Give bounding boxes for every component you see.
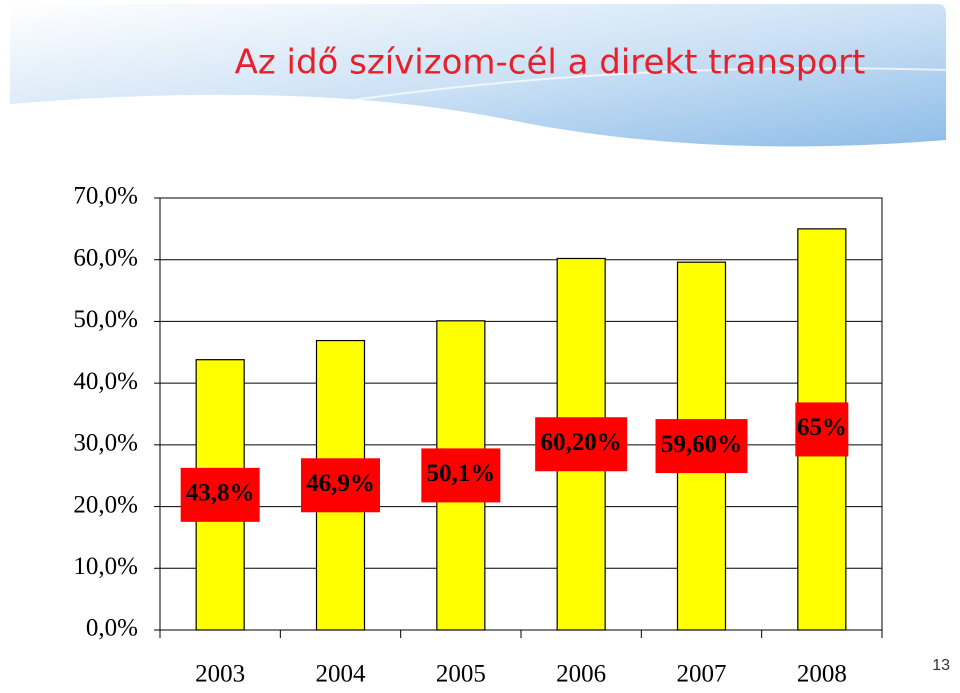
- value-label-box: [535, 417, 628, 472]
- page-number: 13: [932, 657, 950, 674]
- y-tick-label: 30,0%: [73, 430, 138, 457]
- x-tick-label: 2008: [797, 661, 847, 688]
- value-label: 46,9%: [306, 470, 375, 497]
- value-label-box: [301, 458, 380, 513]
- header-wave: [299, 67, 947, 109]
- y-tick-label: 0,0%: [86, 615, 138, 642]
- x-tick-label: 2003: [195, 661, 245, 688]
- y-tick-label: 40,0%: [73, 368, 138, 395]
- value-label: 50,1%: [426, 460, 495, 487]
- y-tick-label: 20,0%: [73, 491, 138, 518]
- value-label-box: [180, 467, 260, 522]
- value-label: 60,20%: [541, 429, 622, 456]
- chart-title: Az idő szívizom-cél a direkt transport: [235, 43, 866, 83]
- header-band: [10, 4, 946, 147]
- y-tick-label: 70,0%: [73, 183, 138, 210]
- value-label: 65%: [797, 414, 847, 441]
- value-label: 43,8%: [186, 480, 255, 507]
- value-label: 59,60%: [661, 431, 742, 458]
- x-tick-label: 2004: [316, 661, 367, 688]
- x-tick-label: 2007: [677, 661, 727, 688]
- x-tick-label: 2005: [436, 661, 486, 688]
- plot-frame: [159, 197, 883, 631]
- plot: 0,0% 10,0% 20,0% 30,0% 40,0% 50,0% 60,0% 70,0% 2…: [73, 183, 883, 688]
- value-label-box: [795, 402, 849, 457]
- y-tick-label: 50,0%: [73, 306, 138, 333]
- value-label-box: [421, 448, 501, 503]
- value-label-box: [655, 419, 748, 474]
- y-tick-label: 60,0%: [73, 244, 138, 271]
- y-tick-label: 10,0%: [73, 553, 138, 580]
- x-tick-label: 2006: [556, 661, 606, 688]
